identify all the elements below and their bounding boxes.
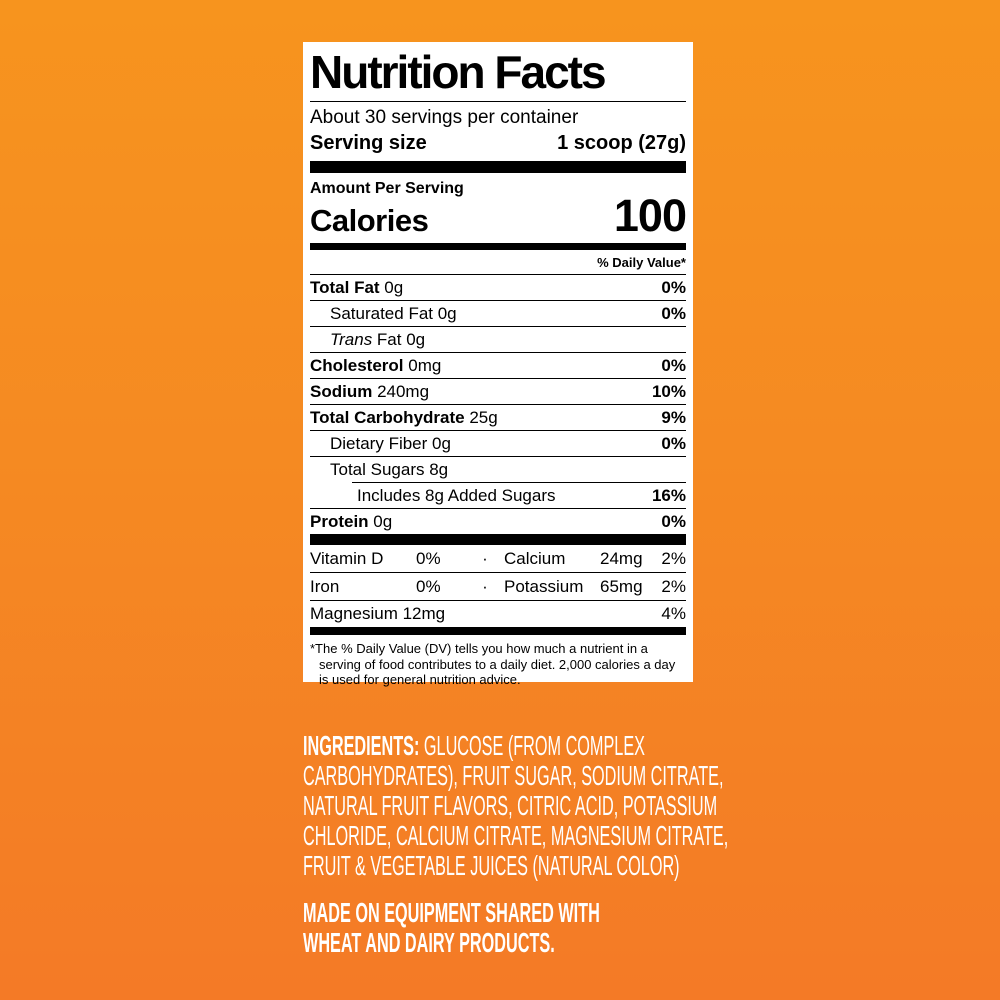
daily-value-percent: 9% [661,407,686,427]
nutrient-row: Sodium 240mg 10% [310,378,686,404]
nutrient-name-and-amount: Includes 8g Added Sugars [357,485,556,505]
serving-size-row: Serving size 1 scoop (27g) [310,130,686,161]
nutrient-row: Total Carbohydrate 25g 9% [310,404,686,430]
allergen-line: WHEAT AND DAIRY PRODUCTS. [303,927,555,958]
dot-separator: · [482,576,488,596]
servings-per-container: About 30 servings per container [310,107,579,128]
nutrient-name: Protein [310,511,369,531]
nutrient-name: Total Fat [310,277,380,297]
nutrient-name-and-amount: Total Sugars 8g [330,459,449,479]
nutrient-name-and-amount: Saturated Fat 0g [330,303,457,323]
daily-value-footnote: *The % Daily Value (DV) tells you how mu… [310,641,676,687]
calories-row: Calories 100 [310,190,687,243]
nutrient-row: Includes 8g Added Sugars 16% [352,482,686,508]
ingredients-line: CHLORIDE, CALCIUM CITRATE, MAGNESIUM CIT… [303,820,729,851]
micronutrient-row: Vitamin D 0% · Calcium 24mg 2% [310,545,686,573]
nutrient-row: Trans Fat 0g [310,326,686,352]
daily-value-percent: 4% [661,604,686,623]
nutrient-rows: Total Fat 0g 0% Saturated Fat 0g 0% Trans Fa… [310,274,686,534]
daily-value-percent: 0% [661,303,686,323]
daily-value-percent: 2% [661,548,686,568]
micronutrient-row: Iron 0% · Potassium 65mg 2% [310,573,686,601]
nutrient-name-and-amount: Dietary Fiber 0g [330,433,451,453]
nutrient-row: Protein 0g 0% [310,508,686,534]
nutrient-name: Cholesterol [310,355,404,375]
micronutrient-name-and-amount: Magnesium 12mg [310,604,446,623]
daily-value-percent: 0% [661,511,686,531]
daily-value-percent: 10% [651,381,686,401]
nutrient-row: Saturated Fat 0g 0% [310,300,686,326]
daily-value-percent: 0% [416,548,441,568]
nutrient-row: Dietary Fiber 0g 0% [310,430,686,456]
micronutrient-name: Potassium [504,576,584,596]
nutrient-name-and-amount: Total Fat 0g [310,277,404,297]
daily-value-percent: 0% [416,576,441,596]
nutrient-name: Trans [330,329,373,349]
daily-value-percent: 0% [661,355,686,375]
daily-value-percent: 0% [661,277,686,297]
serving-size-value: 1 scoop (27g) [557,132,686,154]
micronutrient-amount: 65mg [600,576,643,596]
nutrient-name-and-amount: Trans Fat 0g [330,329,426,349]
divider-thick-bar [310,161,686,173]
ingredients-line: CARBOHYDRATES), FRUIT SUGAR, SODIUM CITR… [303,760,724,791]
allergen-line: MADE ON EQUIPMENT SHARED WITH [303,897,600,928]
nutrient-name: Total Carbohydrate [310,407,465,427]
micronutrient-rows: Vitamin D 0% · Calcium 24mg 2% Iron 0% · Potassiu… [310,545,686,627]
ingredients-line: FRUIT & VEGETABLE JUICES (NATURAL COLOR) [303,850,680,881]
divider-medium-bar [310,627,686,635]
serving-size-label: Serving size [310,132,427,154]
divider-thick-bar [310,534,686,545]
daily-value-percent: 2% [661,576,686,596]
nutrient-name-and-amount: Cholesterol 0mg [310,355,442,375]
nutrient-name-and-amount: Total Carbohydrate 25g [310,407,498,427]
nutrient-row: Total Fat 0g 0% [310,274,686,300]
micronutrient-name: Iron [310,576,340,596]
daily-value-percent: 0% [661,433,686,453]
ingredients-text: INGREDIENTS: GLUCOSE (FROM COMPLEX CARBOH… [303,731,1000,881]
nutrient-row: Total Sugars 8g [310,456,686,482]
calories-label: Calories [310,203,429,238]
divider-medium-bar [310,243,686,250]
micronutrient-name: Vitamin D [310,548,384,568]
nutrient-name: Sodium [310,381,373,401]
micronutrient-name: Calcium [504,548,566,568]
allergen-statement: MADE ON EQUIPMENT SHARED WITH WHEAT AND D… [303,898,815,958]
nutrition-facts-title: Nutrition Facts [310,46,686,102]
amount-per-serving-label: Amount Per Serving [310,180,464,197]
micronutrient-amount: 24mg [600,548,643,568]
dot-separator: · [482,548,488,568]
nutrient-name-and-amount: Sodium 240mg [310,381,430,401]
micronutrient-row: Magnesium 12mg 4% [310,601,686,627]
nutrient-name-and-amount: Protein 0g [310,511,393,531]
ingredients-line: INGREDIENTS: GLUCOSE (FROM COMPLEX [303,730,645,761]
daily-value-header: % Daily Value* [597,255,686,270]
ingredients-heading: INGREDIENTS: [303,730,420,761]
daily-value-percent: 16% [651,485,686,505]
calories-value: 100 [613,190,687,241]
nutrient-row: Cholesterol 0mg 0% [310,352,686,378]
ingredients-line: NATURAL FRUIT FLAVORS, CITRIC ACID, POTA… [303,790,718,821]
nutrition-facts-panel: Nutrition Facts About 30 servings per co… [303,42,693,687]
